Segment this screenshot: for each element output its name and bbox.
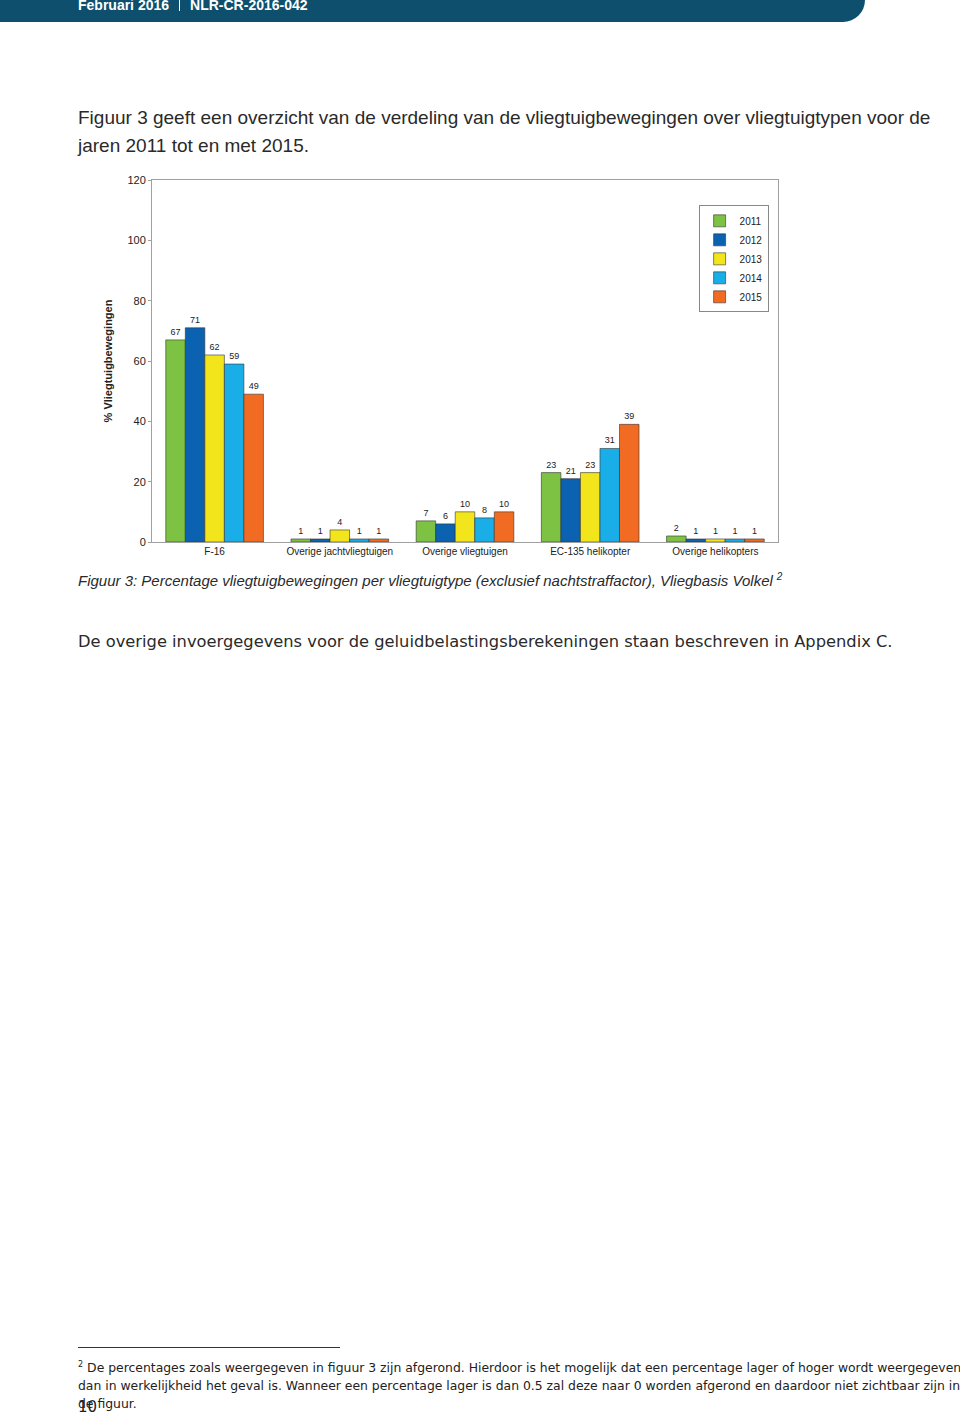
svg-text:1: 1 xyxy=(298,526,303,536)
svg-text:120: 120 xyxy=(127,174,145,186)
svg-text:23: 23 xyxy=(585,460,595,470)
html-text:10: 10 xyxy=(78,1398,98,1416)
svg-text:80: 80 xyxy=(134,295,146,307)
svg-text:4: 4 xyxy=(337,517,342,527)
svg-text:6: 6 xyxy=(443,511,448,521)
svg-text:71: 71 xyxy=(190,315,200,325)
svg-text:1: 1 xyxy=(318,526,323,536)
svg-text:F-16: F-16 xyxy=(204,546,225,557)
svg-text:40: 40 xyxy=(134,415,146,427)
svg-text:100: 100 xyxy=(127,234,145,246)
svg-text:20: 20 xyxy=(134,476,146,488)
html-text:De overige invoergegevens voor: De overige invoergegevens voor de geluid… xyxy=(78,632,893,651)
svg-text:2013: 2013 xyxy=(740,254,763,265)
svg-text:2015: 2015 xyxy=(740,292,763,303)
svg-text:1: 1 xyxy=(752,526,757,536)
svg-text:62: 62 xyxy=(210,342,220,352)
svg-text:2014: 2014 xyxy=(740,273,763,284)
svg-text:Overige helikopters: Overige helikopters xyxy=(672,546,758,557)
svg-text:2: 2 xyxy=(674,523,679,533)
svg-text:8: 8 xyxy=(482,505,487,515)
svg-text:Overige vliegtuigen: Overige vliegtuigen xyxy=(422,546,508,557)
svg-text:2011: 2011 xyxy=(740,216,762,227)
html-text:2: 2 xyxy=(78,1360,84,1369)
html-text:Figuur 3: Percentage vliegtuig: Figuur 3: Percentage vliegtuigbewegingen… xyxy=(78,571,783,589)
svg-text:10: 10 xyxy=(460,499,470,509)
svg-text:0: 0 xyxy=(140,536,146,548)
svg-text:EC-135 helikopter: EC-135 helikopter xyxy=(550,546,631,557)
svg-text:10: 10 xyxy=(499,499,509,509)
svg-text:67: 67 xyxy=(171,327,181,337)
svg-text:2012: 2012 xyxy=(740,235,763,246)
svg-text:31: 31 xyxy=(605,435,615,445)
svg-text:23: 23 xyxy=(546,460,556,470)
svg-text:59: 59 xyxy=(229,351,239,361)
svg-text:21: 21 xyxy=(566,466,576,476)
svg-text:39: 39 xyxy=(624,411,634,421)
svg-text:7: 7 xyxy=(423,508,428,518)
svg-text:1: 1 xyxy=(693,526,698,536)
svg-text:1: 1 xyxy=(376,526,381,536)
svg-text:% Vliegtuigbewegingen: % Vliegtuigbewegingen xyxy=(102,299,114,422)
svg-text:1: 1 xyxy=(713,526,718,536)
svg-text:49: 49 xyxy=(249,381,259,391)
svg-text:1: 1 xyxy=(357,526,362,536)
svg-text:1: 1 xyxy=(732,526,737,536)
svg-text:60: 60 xyxy=(134,355,146,367)
html-text:Figuur 3 geeft een overzicht v: Figuur 3 geeft een overzicht van de verd… xyxy=(78,107,931,156)
svg-text:Overige jachtvliegtuigen: Overige jachtvliegtuigen xyxy=(286,546,393,557)
